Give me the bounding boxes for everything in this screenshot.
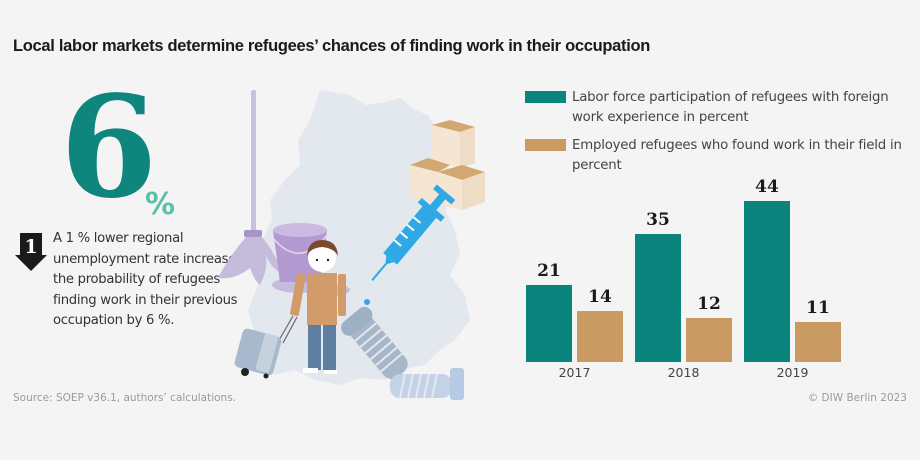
legend-label: Employed refugees who found work in thei… [572, 138, 902, 173]
x-axis-tick-label: 2018 [667, 365, 700, 380]
bar-2019-participation [744, 201, 790, 362]
legend-item-employed-in-field: Employed refugees who found work in thei… [525, 136, 905, 176]
source-note: Source: SOEP v36.1, authors’ calculation… [13, 392, 237, 404]
bar-value-label: 12 [697, 294, 721, 314]
bar-2018-participation [635, 234, 681, 362]
chart-legend: Labor force participation of refugees wi… [525, 88, 905, 184]
highlight-value: 6 [60, 66, 157, 230]
copyright-note: © DIW Berlin 2023 [807, 392, 907, 404]
legend-swatch-teal [525, 91, 566, 103]
highlight-unit: % [145, 187, 176, 222]
bar-value-label: 14 [588, 287, 612, 307]
legend-swatch-tan [525, 139, 566, 151]
syringe-icon [371, 184, 456, 281]
legend-label: Labor force participation of refugees wi… [572, 90, 889, 125]
chart-title: Local labor markets determine refugees’ … [13, 37, 651, 55]
svg-text:1: 1 [24, 236, 37, 258]
bar-2017-employed-in-field [577, 311, 623, 362]
person-icon [290, 240, 346, 374]
bolt-icon [390, 368, 464, 400]
x-axis-tick-label: 2017 [558, 365, 591, 380]
bar-2019-employed-in-field [795, 322, 841, 362]
bar-value-label: 11 [806, 298, 830, 318]
illustration [218, 90, 485, 400]
bar-value-label: 35 [646, 210, 670, 230]
bar-2018-employed-in-field [686, 318, 732, 362]
mop-icon [218, 90, 282, 285]
x-axis-tick-label: 2019 [776, 365, 809, 380]
highlight-description: A 1 % lower regional unemployment rate i… [53, 231, 243, 328]
down-arrow-icon: 1 [15, 233, 47, 271]
screw-icon [341, 306, 408, 380]
suitcase-icon [234, 315, 298, 379]
bar-value-label: 21 [537, 261, 561, 281]
bar-2017-participation [526, 285, 572, 362]
legend-item-participation: Labor force participation of refugees wi… [525, 88, 905, 128]
